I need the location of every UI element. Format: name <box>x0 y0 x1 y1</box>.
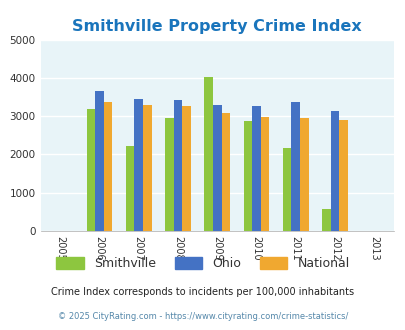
Bar <box>173 100 182 231</box>
Bar <box>252 106 260 231</box>
Bar <box>212 105 221 231</box>
Legend: Smithville, Ohio, National: Smithville, Ohio, National <box>51 252 354 275</box>
Bar <box>291 102 299 231</box>
Bar <box>282 148 291 231</box>
Bar <box>221 113 230 231</box>
Bar <box>339 120 347 231</box>
Bar <box>143 106 151 231</box>
Text: Crime Index corresponds to incidents per 100,000 inhabitants: Crime Index corresponds to incidents per… <box>51 287 354 297</box>
Title: Smithville Property Crime Index: Smithville Property Crime Index <box>72 19 361 34</box>
Bar <box>126 146 134 231</box>
Bar <box>104 102 112 231</box>
Bar <box>164 118 173 231</box>
Bar <box>330 111 339 231</box>
Bar <box>243 121 252 231</box>
Bar <box>299 118 308 231</box>
Bar <box>86 109 95 231</box>
Bar <box>260 117 269 231</box>
Bar <box>134 99 143 231</box>
Text: © 2025 CityRating.com - https://www.cityrating.com/crime-statistics/: © 2025 CityRating.com - https://www.city… <box>58 312 347 321</box>
Bar <box>182 106 190 231</box>
Bar <box>204 77 212 231</box>
Bar <box>95 91 104 231</box>
Bar <box>321 209 330 231</box>
